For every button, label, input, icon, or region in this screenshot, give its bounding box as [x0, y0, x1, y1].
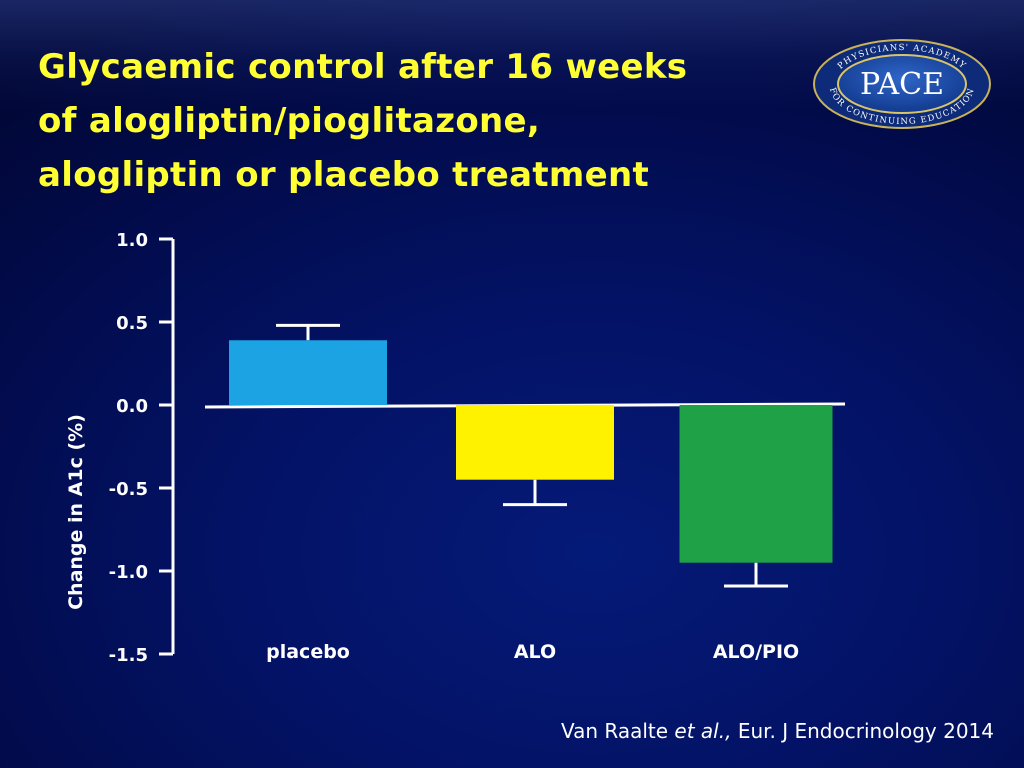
logo-text: PACE [860, 67, 944, 102]
title-line-3: alogliptin or placebo treatment [38, 155, 650, 195]
title-line-1: Glycaemic control after 16 weeks [38, 47, 688, 87]
title-line-2: of alogliptin/pioglitazone, [38, 101, 541, 141]
bar-placebo [229, 340, 387, 405]
pace-logo: PHYSICIANS' ACADEMY FOR CONTINUING EDUCA… [813, 39, 991, 129]
x-category-label: ALO [514, 641, 556, 663]
y-tick-label: -1.0 [109, 562, 148, 583]
citation-source: Eur. J Endocrinology 2014 [737, 719, 994, 743]
citation: Van Raalte et al., Eur. J Endocrinology … [561, 719, 994, 743]
x-category-label: ALO/PIO [713, 641, 799, 663]
y-axis-title: Change in A1c (%) [65, 414, 87, 610]
x-category-label: placebo [266, 641, 350, 663]
slide-title: Glycaemic control after 16 weeks of alog… [38, 40, 808, 202]
bar-alo [456, 405, 614, 480]
y-tick-label: -1.5 [109, 645, 148, 666]
y-tick-label: 0.0 [116, 396, 148, 417]
citation-etal: et al., [674, 719, 732, 743]
y-tick-label: 0.5 [116, 313, 148, 334]
y-tick-label: -0.5 [109, 479, 148, 500]
y-tick-label: 1.0 [116, 230, 148, 251]
citation-authors: Van Raalte [560, 719, 669, 743]
bar-alo-pio [679, 405, 833, 563]
